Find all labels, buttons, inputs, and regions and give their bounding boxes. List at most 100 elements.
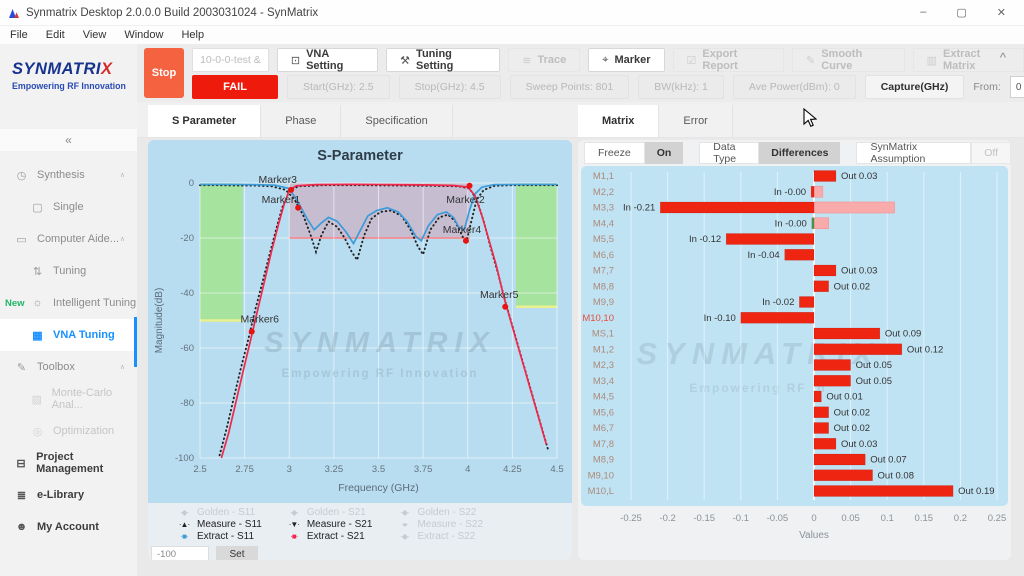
svg-text:M3,3: M3,3 bbox=[593, 203, 614, 214]
menu-window[interactable]: Window bbox=[124, 29, 164, 41]
svg-text:Out 0.02: Out 0.02 bbox=[834, 407, 870, 418]
legend-item-golden-s11[interactable]: ·◆· Golden - S11 bbox=[176, 507, 262, 518]
data-type-value-button[interactable]: Differences bbox=[759, 142, 841, 164]
svg-text:M10,L: M10,L bbox=[588, 486, 614, 497]
legend-marker-icon: ·●· bbox=[400, 520, 409, 529]
threshold-input[interactable] bbox=[151, 546, 209, 560]
legend-item-extract-s21[interactable]: ·■· Extract - S21 bbox=[286, 531, 373, 542]
window-controls: – ▢ ✕ bbox=[920, 6, 1016, 19]
svg-text:Out 0.09: Out 0.09 bbox=[885, 329, 921, 340]
vna-setting-icon: ⊡ bbox=[290, 54, 301, 67]
legend-marker-icon: ·◆· bbox=[289, 508, 299, 517]
svg-text:M2,2: M2,2 bbox=[593, 187, 614, 198]
svg-text:-0.2: -0.2 bbox=[659, 513, 675, 524]
tab-error[interactable]: Error bbox=[659, 105, 733, 137]
menu-help[interactable]: Help bbox=[181, 29, 205, 41]
sidebar-item-project-management[interactable]: ⊟ Project Management bbox=[0, 447, 137, 479]
from-input[interactable] bbox=[1009, 76, 1024, 98]
marker-button[interactable]: ⌖ Marker bbox=[588, 48, 665, 72]
sidebar-item-label: Single bbox=[53, 201, 84, 213]
tab-phase[interactable]: Phase bbox=[261, 105, 342, 137]
svg-text:Out 0.02: Out 0.02 bbox=[834, 281, 870, 292]
sidebar-item-synthesis[interactable]: ◷ Synthesis ∧ bbox=[0, 159, 137, 191]
svg-text:0.05: 0.05 bbox=[841, 513, 860, 524]
sidebar-item-label: Computer Aide... bbox=[37, 233, 119, 245]
minimize-button[interactable]: – bbox=[920, 6, 927, 18]
menu-file[interactable]: File bbox=[10, 29, 28, 41]
person-icon: ☻ bbox=[15, 521, 28, 533]
legend-item-golden-s22[interactable]: ·◆· Golden - S22 bbox=[396, 507, 483, 518]
freeze-value-button[interactable]: On bbox=[644, 142, 684, 164]
sidebar-item-e-library[interactable]: ≣ e-Library bbox=[0, 479, 137, 511]
chart-icon: ▨ bbox=[31, 393, 42, 406]
legend-marker-icon: ·◆· bbox=[400, 532, 409, 541]
maximize-button[interactable]: ▢ bbox=[956, 7, 967, 19]
close-button[interactable]: ✕ bbox=[996, 7, 1006, 19]
sidebar-item-computer-aide[interactable]: ▭ Computer Aide... ∧ bbox=[0, 223, 137, 255]
svg-text:Empowering RF Innovation: Empowering RF Innovation bbox=[282, 368, 479, 380]
control-data-type: Data Type Differences bbox=[699, 141, 841, 165]
legend-column: ·◆· Golden - S11 ·▲· Measure - S11 ·■· Extrac… bbox=[176, 507, 262, 542]
sweep-points-field: Sweep Points: 801 bbox=[509, 75, 630, 99]
tab-specification[interactable]: Specification bbox=[341, 105, 453, 137]
sidebar-item-toolbox[interactable]: ✎ Toolbox ∧ bbox=[0, 351, 137, 383]
sidebar-item-optimization: ◎ Optimization bbox=[0, 415, 137, 447]
svg-text:-60: -60 bbox=[180, 343, 194, 354]
sidebar-item-my-account[interactable]: ☻ My Account bbox=[0, 511, 137, 543]
test-name-field[interactable]: 10-0-0-test & bbox=[192, 48, 269, 72]
export-report-button: ☑ Export Report bbox=[672, 48, 784, 72]
svg-text:4.25: 4.25 bbox=[503, 464, 522, 475]
stop-button[interactable]: Stop bbox=[144, 48, 184, 98]
toolbar-button-label: Tuning Setting bbox=[416, 48, 454, 72]
svg-text:4.5: 4.5 bbox=[550, 464, 563, 475]
svg-text:SYNMATRIX: SYNMATRIX bbox=[264, 327, 496, 359]
svg-text:M7,8: M7,8 bbox=[593, 439, 614, 450]
sidebar-item-tuning[interactable]: ⇅ Tuning bbox=[0, 255, 137, 287]
legend-item-golden-s21[interactable]: ·◆· Golden - S21 bbox=[286, 507, 373, 518]
sidebar-item-intelligent-tuning[interactable]: New ☼ Intelligent Tuning bbox=[0, 287, 137, 319]
logo-accent: X bbox=[100, 60, 113, 78]
toolbar-collapse-chevron-icon[interactable]: ^ bbox=[999, 50, 1006, 65]
trace-button: ≋ Trace bbox=[508, 48, 581, 72]
svg-text:M4,4: M4,4 bbox=[593, 218, 614, 229]
vna-icon: ▦ bbox=[32, 329, 43, 342]
svg-text:Frequency (GHz): Frequency (GHz) bbox=[338, 482, 419, 494]
svg-text:MS,1: MS,1 bbox=[592, 329, 614, 340]
logo-tagline: Empowering RF Innovation bbox=[12, 81, 126, 91]
legend-item-extract-s11[interactable]: ·■· Extract - S11 bbox=[176, 531, 262, 542]
tab-s-parameter[interactable]: S Parameter bbox=[148, 105, 262, 137]
chevron-up-icon: ∧ bbox=[119, 364, 125, 371]
matrix-controls: Freeze On Data Type Differences SynMatrix As… bbox=[578, 140, 1011, 166]
legend-label: Extract - S22 bbox=[417, 531, 476, 542]
svg-text:-0.25: -0.25 bbox=[620, 513, 642, 524]
new-badge: New bbox=[5, 297, 25, 309]
legend-item-measure-s22[interactable]: ·●· Measure - S22 bbox=[396, 519, 483, 530]
tab-matrix[interactable]: Matrix bbox=[578, 105, 660, 137]
legend-item-extract-s22[interactable]: ·◆· Extract - S22 bbox=[396, 531, 483, 542]
legend-item-measure-s11[interactable]: ·▲· Measure - S11 bbox=[176, 519, 262, 530]
toolbar: Stop 10-0-0-test & ⊡ VNA Setting ⚒ Tuning S… bbox=[137, 44, 1024, 102]
legend-item-measure-s21[interactable]: ·▼· Measure - S21 bbox=[286, 519, 373, 530]
control-synmatrix-assumption: SynMatrix Assumption Off bbox=[856, 141, 1011, 165]
sidebar-item-vna-tuning[interactable]: ▦ VNA Tuning bbox=[0, 317, 137, 367]
synmatrix-assumption-value-button[interactable]: Off bbox=[971, 142, 1011, 164]
svg-text:In -0.12: In -0.12 bbox=[689, 234, 721, 245]
sidebar-collapse-icon[interactable]: « bbox=[0, 129, 137, 151]
svg-text:0.1: 0.1 bbox=[881, 513, 894, 524]
legend-label: Measure - S21 bbox=[306, 519, 373, 530]
tuning-setting-button[interactable]: ⚒ Tuning Setting bbox=[386, 48, 501, 72]
svg-text:M8,9: M8,9 bbox=[593, 455, 614, 466]
sidebar-nav: ◷ Synthesis ∧ ▢ Single ▭ Computer Aide... ∧ ⇅ Tun… bbox=[0, 159, 137, 543]
svg-text:M6,7: M6,7 bbox=[593, 423, 614, 434]
sidebar-item-label: Monte-Carlo Anal... bbox=[51, 387, 113, 411]
menu-view[interactable]: View bbox=[82, 29, 107, 41]
legend-label: Golden - S11 bbox=[197, 507, 256, 518]
vna-setting-button[interactable]: ⊡ VNA Setting bbox=[276, 48, 379, 72]
threshold-set-button[interactable]: Set bbox=[216, 546, 258, 560]
sidebar-item-label: e-Library bbox=[37, 489, 85, 501]
menu-edit[interactable]: Edit bbox=[45, 29, 65, 41]
svg-text:-100: -100 bbox=[175, 453, 194, 464]
trace-icon: ≋ bbox=[522, 54, 532, 67]
sidebar-item-single[interactable]: ▢ Single bbox=[0, 191, 137, 223]
